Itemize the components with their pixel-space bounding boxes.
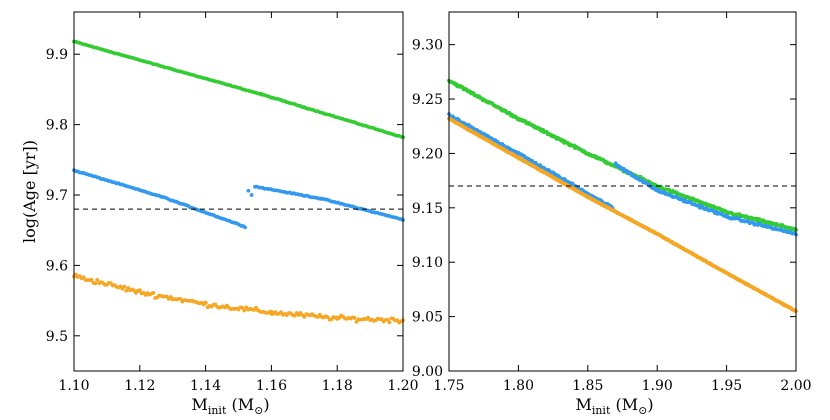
data-point-orange (95, 277, 100, 282)
y-tick-label: 9.5 (46, 329, 68, 345)
x-tick-label: 1.10 (58, 378, 89, 394)
x-axis-label: Minit (M⊙) (575, 395, 653, 417)
sun-symbol-icon: ⊙ (254, 404, 263, 417)
data-point-orange (81, 275, 86, 280)
data-point-blue (246, 188, 251, 193)
data-point-orange (337, 316, 342, 320)
x-tick-label: 1.14 (190, 378, 221, 394)
y-tick-label: 9.7 (46, 188, 68, 204)
x-axis-label-sub: init (208, 404, 227, 417)
x-tick-label: 1.90 (642, 378, 673, 394)
data-point-orange (124, 288, 129, 293)
right-panel: 1.75 1.80 1.85 1.90 1.95 2.00 9.00 9.05 9.10 9.15… (412, 11, 812, 417)
data-point-orange (122, 284, 127, 289)
data-point-orange (387, 320, 392, 325)
y-tick-label: 9.15 (412, 201, 443, 217)
x-tick-label: 1.75 (433, 378, 464, 394)
x-axis-label-main: M (191, 395, 207, 414)
plot-frame (448, 11, 797, 372)
x-tick-label: 1.85 (572, 378, 603, 394)
y-tick-label: 9.00 (412, 364, 443, 380)
x-axis-label-unit: (M (610, 395, 638, 414)
y-tick-label: 9.10 (412, 255, 443, 271)
x-axis-label-close: ) (263, 395, 269, 414)
series-orange (447, 116, 798, 314)
x-tick-label: 1.12 (124, 378, 155, 394)
y-tick-label: 9.20 (412, 146, 443, 162)
data-point-orange (385, 317, 390, 322)
x-axis-label: Minit (M⊙) (191, 395, 269, 417)
data-point-orange (151, 291, 156, 295)
x-axis-label-close: ) (647, 395, 653, 414)
data-point-blue (243, 225, 247, 230)
x-tick-label: 1.80 (503, 378, 534, 394)
x-tick-label: 2.00 (780, 378, 811, 394)
y-axis-label: log(Age [yr]) (20, 140, 39, 243)
x-tick-label: 1.18 (322, 378, 353, 394)
series-orange (72, 272, 405, 325)
x-axis-label-unit: (M (226, 395, 254, 414)
x-tick-label: 1.95 (711, 378, 742, 394)
series-blue (72, 168, 405, 230)
series-green (447, 78, 798, 232)
y-tick-label: 9.30 (412, 38, 443, 54)
data-point-orange (89, 277, 94, 282)
series-green (72, 39, 405, 140)
sun-symbol-icon: ⊙ (638, 404, 647, 417)
x-axis-label-main: M (575, 395, 591, 414)
y-tick-label: 9.25 (412, 92, 443, 108)
data-point-orange (178, 297, 183, 301)
data-point-orange (352, 316, 357, 320)
data-point-orange (203, 301, 208, 305)
x-tick-label: 1.20 (387, 378, 418, 394)
x-tick-label: 1.16 (256, 378, 287, 394)
data-point-blue (249, 193, 254, 197)
y-tick-label: 9.9 (46, 47, 68, 63)
data-point-orange (302, 315, 307, 319)
left-panel: 1.10 1.12 1.14 1.16 1.18 1.20 9.5 9.6 9.7 9.8 9.9 M… (20, 11, 419, 417)
plot-frame (73, 11, 404, 372)
data-point-orange (242, 308, 247, 313)
data-point-orange (279, 310, 283, 315)
y-tick-label: 9.8 (46, 118, 68, 134)
series-blue (447, 112, 798, 237)
x-axis-label-sub: init (592, 404, 611, 417)
data-point-orange (93, 281, 98, 286)
y-tick-label: 9.05 (412, 310, 443, 326)
y-tick-label: 9.6 (46, 258, 68, 274)
